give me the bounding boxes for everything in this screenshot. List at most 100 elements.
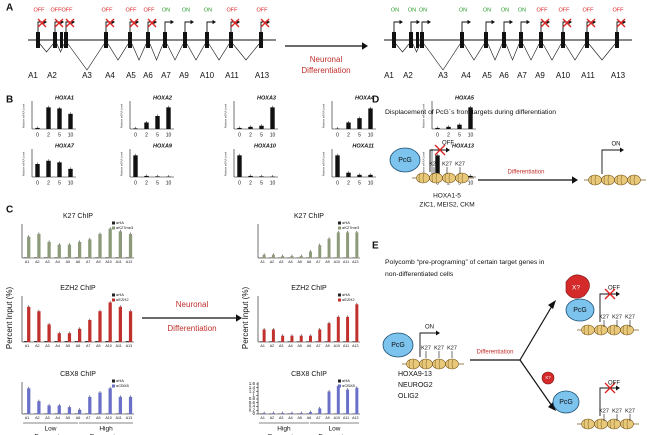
pcg-complex — [389, 147, 421, 173]
x-tick-label: A3 — [279, 260, 283, 264]
k27-label: K27 — [625, 408, 635, 414]
bar — [37, 401, 41, 414]
x-tick-label: 5 — [458, 132, 461, 138]
bar — [336, 316, 340, 342]
x-tick-label: A3 — [45, 344, 49, 348]
gene-label: A10 — [556, 71, 571, 80]
nucleosome-stripe — [431, 172, 438, 184]
bar — [271, 329, 275, 342]
bar — [27, 236, 31, 258]
x-tick-label: A9 — [325, 260, 329, 264]
gene-box — [392, 32, 396, 48]
arrow-head — [190, 19, 194, 25]
bar — [88, 396, 92, 414]
x-tick-label: A13 — [352, 260, 358, 264]
legend-label: αHA — [116, 378, 124, 383]
bar — [44, 341, 48, 342]
arrow-head — [467, 19, 471, 25]
bar — [35, 164, 40, 177]
x-tick-label: 0 — [436, 132, 439, 138]
status-label: ON — [419, 7, 427, 13]
arrow-head — [616, 385, 620, 391]
gene-label: A5 — [126, 71, 136, 80]
x-tick-label: A3 — [279, 344, 283, 348]
red-cross — [37, 18, 47, 28]
x-tick-label: A3 — [45, 260, 49, 264]
bar — [299, 413, 303, 414]
gene-box — [561, 32, 565, 48]
bar — [64, 257, 68, 258]
gene-box — [60, 32, 63, 48]
red-cross — [604, 288, 616, 300]
legend-swatch — [338, 384, 341, 388]
x-tick-label: A2 — [35, 416, 39, 420]
bar — [46, 107, 51, 129]
chart-title: HOXA2 — [153, 95, 172, 101]
status-label: ON — [162, 7, 170, 13]
y-axis-label: Relative mRNA Level — [422, 151, 426, 176]
panel-title: Displacement of PcG´s from targets durin… — [385, 109, 556, 116]
legend-label: αHA — [342, 292, 350, 297]
chart-title: K27 ChIP — [294, 213, 324, 220]
tss-arrow — [485, 21, 493, 32]
y-tick-label: 0.2 — [249, 407, 256, 412]
bar — [74, 341, 78, 342]
bar — [88, 320, 92, 342]
bar — [57, 162, 62, 177]
arrow-head — [212, 19, 216, 25]
legend-swatch — [112, 384, 115, 388]
gene-label: A3 — [82, 71, 92, 80]
status-label: OFF — [613, 7, 625, 13]
splice — [487, 43, 503, 61]
nucleosome-stripe — [609, 418, 616, 430]
x-tick-label: 10 — [468, 180, 474, 186]
x-tick-label: 0 — [134, 180, 137, 186]
chart-title: CBX8 ChIP — [291, 371, 327, 378]
splice — [208, 43, 230, 61]
red-cross — [147, 18, 157, 28]
nucleosome-stripe — [603, 174, 610, 186]
arrow-head — [526, 19, 530, 25]
arrow-head — [399, 19, 403, 25]
bar — [306, 341, 309, 342]
gene-label: A9 — [179, 71, 189, 80]
bar — [108, 302, 112, 342]
group-label: High — [99, 426, 113, 433]
legend-label: αHA — [342, 220, 350, 225]
bar — [84, 341, 89, 342]
factor-label: X? — [572, 285, 580, 292]
legend-label: αEZH2 — [342, 297, 355, 302]
x-tick-label: 2 — [47, 180, 50, 186]
x-tick-label: 5 — [58, 180, 61, 186]
y-axis-label: Relative mRNA Level — [224, 103, 228, 128]
bar — [435, 127, 440, 129]
gene-label: A7 — [517, 71, 527, 80]
bar — [47, 242, 51, 258]
x-tick-label: 0 — [36, 180, 39, 186]
red-cross — [434, 144, 446, 156]
x-tick-label: A5 — [66, 416, 70, 420]
x-tick-label: 10 — [368, 132, 374, 138]
legend-label: αCBX8 — [116, 383, 130, 388]
splice — [505, 43, 520, 61]
y-axis-label: Relative mRNA Level — [120, 151, 124, 176]
chart-title: HOXA4 — [355, 95, 374, 101]
bar — [318, 329, 322, 342]
status-label: ON — [182, 7, 190, 13]
x-tick-label: A11 — [116, 344, 122, 348]
status-label: ON — [408, 7, 416, 13]
gene-label: HOXA9-13 — [398, 371, 432, 378]
status-label: ON — [518, 7, 526, 13]
x-tick-label: 5 — [260, 180, 263, 186]
x-tick-label: A7 — [86, 416, 90, 420]
x-tick-label: A7 — [86, 260, 90, 264]
arrow-label: Differentiation — [477, 350, 514, 356]
bar — [346, 389, 350, 414]
k27-label: K27 — [447, 345, 457, 351]
k27-label: K27 — [612, 408, 622, 414]
x-tick-label: 10 — [166, 132, 172, 138]
gene-box — [585, 32, 589, 48]
status-label: OFF — [442, 141, 454, 147]
gene-label: NEUROG2 — [398, 382, 433, 389]
